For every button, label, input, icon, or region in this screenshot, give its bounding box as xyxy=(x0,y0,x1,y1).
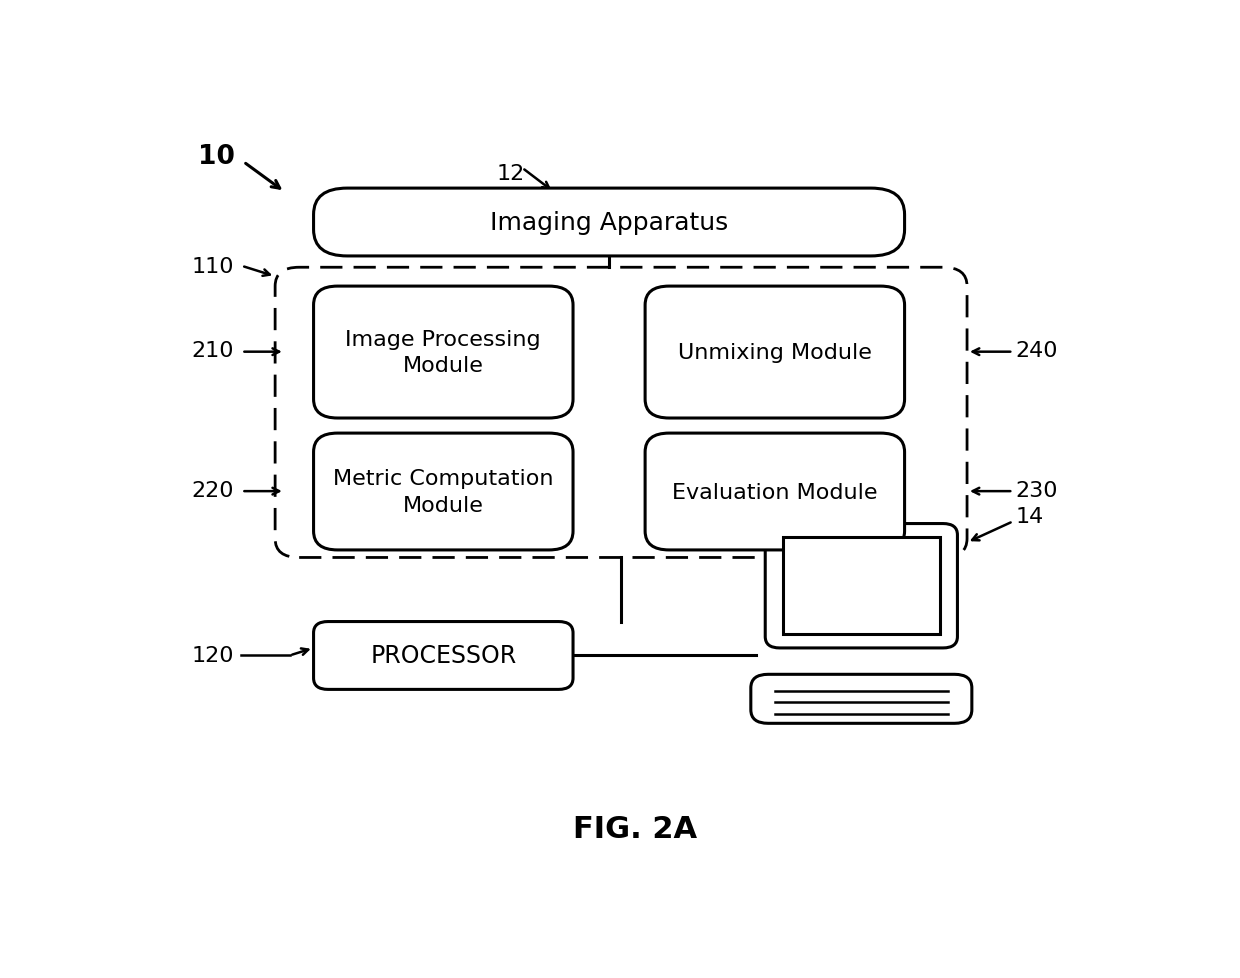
Bar xyxy=(782,538,940,635)
Text: PROCESSOR: PROCESSOR xyxy=(371,644,516,668)
Text: 210: 210 xyxy=(191,340,234,361)
Text: 120: 120 xyxy=(191,645,234,666)
Text: Imaging Apparatus: Imaging Apparatus xyxy=(490,211,728,235)
Text: 12: 12 xyxy=(496,164,525,184)
Text: Unmixing Module: Unmixing Module xyxy=(678,342,872,363)
Text: 110: 110 xyxy=(191,256,234,277)
FancyBboxPatch shape xyxy=(314,287,573,419)
Text: Metric Computation
Module: Metric Computation Module xyxy=(334,468,553,515)
Text: 220: 220 xyxy=(191,480,234,500)
Text: FIG. 2A: FIG. 2A xyxy=(573,815,698,843)
FancyBboxPatch shape xyxy=(314,189,905,256)
Text: 240: 240 xyxy=(1016,340,1058,361)
Text: 10: 10 xyxy=(198,144,236,170)
FancyBboxPatch shape xyxy=(314,433,573,551)
FancyBboxPatch shape xyxy=(751,675,972,724)
Text: 230: 230 xyxy=(1016,480,1058,500)
Text: Image Processing
Module: Image Processing Module xyxy=(346,330,541,376)
Text: Evaluation Module: Evaluation Module xyxy=(672,482,878,502)
FancyBboxPatch shape xyxy=(645,287,905,419)
FancyBboxPatch shape xyxy=(314,622,573,689)
FancyBboxPatch shape xyxy=(765,524,957,648)
FancyBboxPatch shape xyxy=(645,433,905,551)
Text: 14: 14 xyxy=(1016,507,1043,526)
